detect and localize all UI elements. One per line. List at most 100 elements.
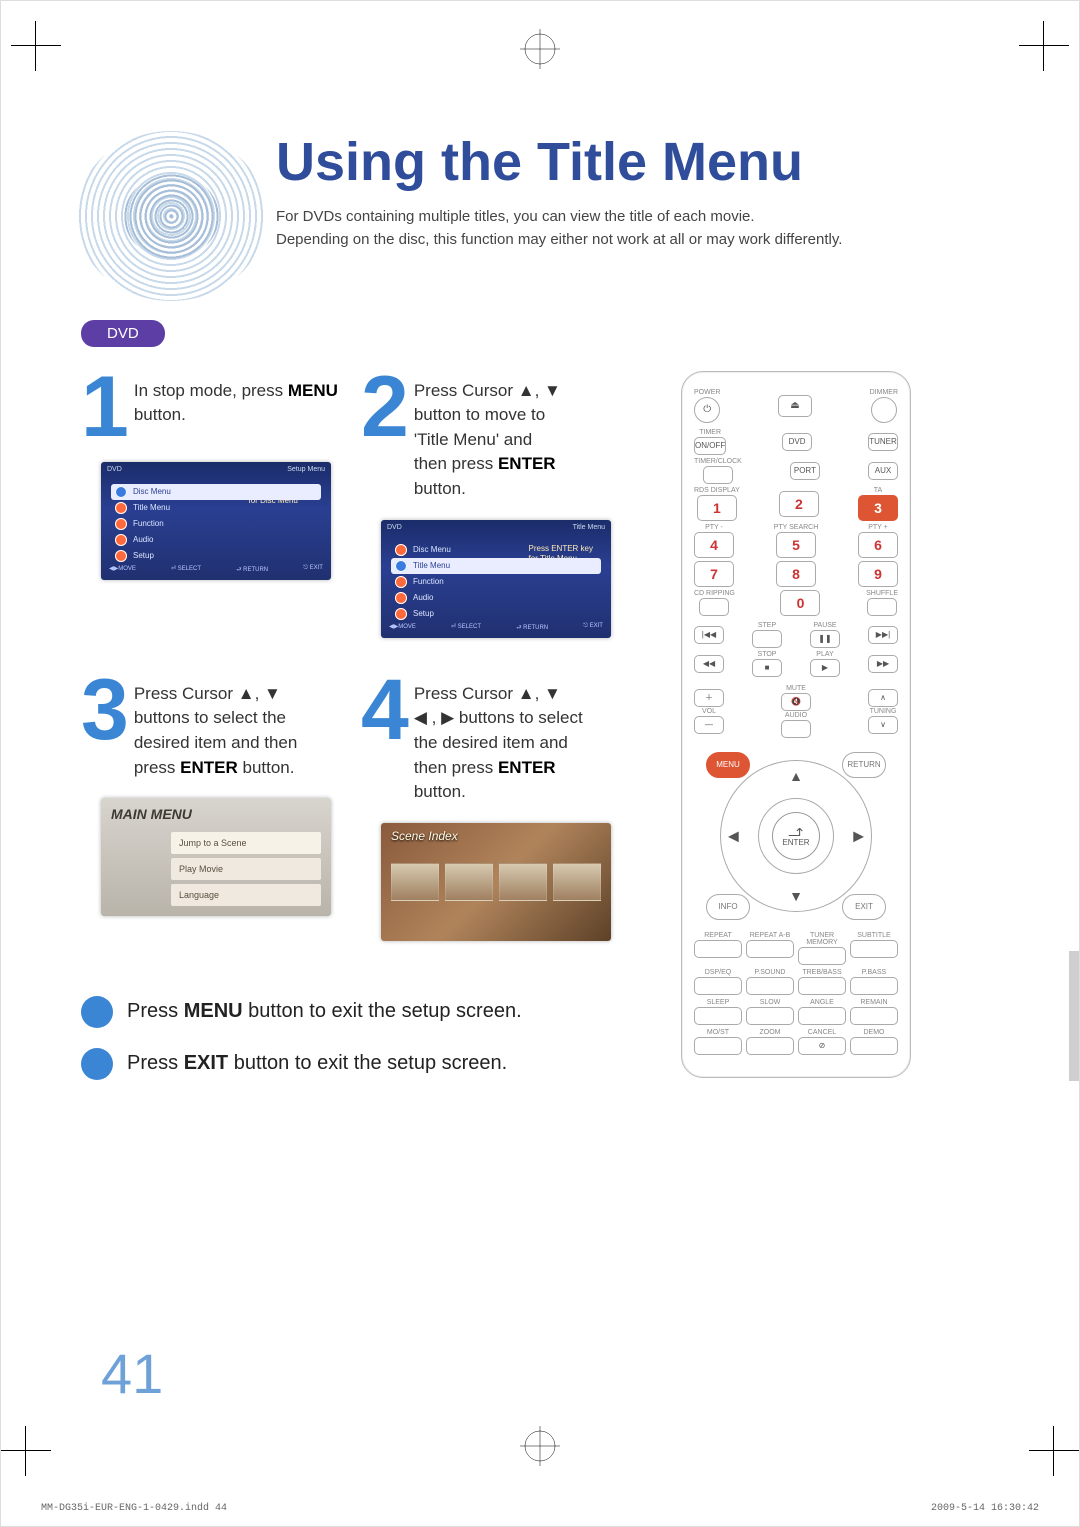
ptysearch-label: PTY SEARCH xyxy=(774,524,819,531)
s3-row-1: Play Movie xyxy=(171,858,321,880)
pause-label: PAUSE xyxy=(813,622,836,629)
s4t4: ENTER xyxy=(498,758,556,777)
shuffle-button[interactable] xyxy=(867,598,897,616)
power-label: POWER xyxy=(694,389,720,396)
play-label: PLAY xyxy=(816,651,833,658)
dimmer-button[interactable] xyxy=(871,397,897,423)
num-8[interactable]: 8 xyxy=(776,561,816,587)
remote-bottom-button[interactable] xyxy=(694,977,742,995)
remote-bottom-button[interactable] xyxy=(850,1007,898,1025)
remote-bottom-label: DEMO xyxy=(864,1029,885,1036)
remote-bottom-button[interactable] xyxy=(746,1007,794,1025)
num-9[interactable]: 9 xyxy=(858,561,898,587)
remote-bottom-button[interactable] xyxy=(798,977,846,995)
remote-bottom-button[interactable] xyxy=(694,940,742,958)
e2b: EXIT xyxy=(184,1052,228,1074)
pause-button[interactable]: ❚❚ xyxy=(810,630,840,648)
num-0[interactable]: 0 xyxy=(780,590,820,616)
step-label: STEP xyxy=(758,622,776,629)
s4t5: button. xyxy=(414,782,466,801)
num-2[interactable]: 2 xyxy=(779,491,819,517)
num-3[interactable]: 3 xyxy=(858,495,898,521)
audio-label: AUDIO xyxy=(785,712,807,719)
timerclock-button[interactable] xyxy=(703,466,733,484)
stop-button[interactable]: ■ xyxy=(752,659,782,677)
remote-bottom-button[interactable] xyxy=(850,1037,898,1055)
remote-control: POWER⏻ ⏏ DIMMER TIMERON/OFF DVD TUNER TI… xyxy=(681,371,911,1078)
step-4-text: Press Cursor ▲, ▼ ◀ , ▶ buttons to selec… xyxy=(414,674,583,805)
s1-item-3: Audio xyxy=(133,535,153,544)
remote-bottom-button[interactable] xyxy=(746,1037,794,1055)
prev-button[interactable]: |◀◀ xyxy=(694,626,724,644)
dvd-button[interactable]: DVD xyxy=(782,433,812,451)
tuning-down-button[interactable]: ∨ xyxy=(868,716,898,734)
tuner-button[interactable]: TUNER xyxy=(868,433,898,451)
next-button[interactable]: ▶▶| xyxy=(868,626,898,644)
remote-bottom-button[interactable] xyxy=(798,947,846,965)
audio-button[interactable] xyxy=(781,720,811,738)
tuning-up-button[interactable]: ∧ xyxy=(868,689,898,707)
bullet-icon xyxy=(81,1048,113,1080)
s1-f0: ◀▶MOVE xyxy=(109,565,136,575)
s3-title: MAIN MENU xyxy=(111,806,192,822)
step-3-text: Press Cursor ▲, ▼ buttons to select the … xyxy=(134,674,298,781)
onoff-button[interactable]: ON/OFF xyxy=(694,437,726,455)
info-button[interactable]: INFO xyxy=(706,894,750,920)
enter-label: ENTER xyxy=(782,838,809,847)
screenshot-2: DVDTitle Menu Press ENTER keyfor Title M… xyxy=(381,520,611,638)
exit-button[interactable]: EXIT xyxy=(842,894,886,920)
rew-button[interactable]: ◀◀ xyxy=(694,655,724,673)
page-number: 41 xyxy=(101,1341,163,1406)
s2t2: 'Title Menu' and xyxy=(414,430,532,449)
tuning-label: TUNING xyxy=(870,708,897,715)
mute-button[interactable]: 🔇 xyxy=(781,693,811,711)
cdrip-label: CD RIPPING xyxy=(694,590,735,597)
num-4[interactable]: 4 xyxy=(694,532,734,558)
remote-bottom-button[interactable]: ⊘ xyxy=(798,1037,846,1055)
step-1-post: button. xyxy=(134,405,186,424)
s2-bar-left: DVD xyxy=(387,524,402,531)
remote-bottom-button[interactable] xyxy=(798,1007,846,1025)
right-arrow[interactable]: ▶ xyxy=(853,827,864,844)
num-1[interactable]: 1 xyxy=(697,495,737,521)
s3-row-0: Jump to a Scene xyxy=(171,832,321,854)
s2t0: Press Cursor ▲, ▼ xyxy=(414,381,561,400)
remote-bottom-button[interactable] xyxy=(850,940,898,958)
s2-item-1: Title Menu xyxy=(413,561,450,570)
play-button[interactable]: ▶ xyxy=(810,659,840,677)
remote-bottom-button[interactable] xyxy=(850,977,898,995)
aux-button[interactable]: AUX xyxy=(868,462,898,480)
remote-bottom-button[interactable] xyxy=(746,977,794,995)
num-7[interactable]: 7 xyxy=(694,561,734,587)
power-button[interactable]: ⏻ xyxy=(694,397,720,423)
eject-button[interactable]: ⏏ xyxy=(778,395,812,417)
left-arrow[interactable]: ◀ xyxy=(728,827,739,844)
s4t2: the desired item and xyxy=(414,733,568,752)
return-button[interactable]: RETURN xyxy=(842,752,886,778)
remote-bottom-label: ZOOM xyxy=(760,1029,781,1036)
e2post: button to exit the setup screen. xyxy=(228,1052,507,1074)
vol-up-button[interactable]: ＋ xyxy=(694,689,724,707)
port-button[interactable]: PORT xyxy=(790,462,820,480)
step-2-number: 2 xyxy=(361,371,406,444)
ff-button[interactable]: ▶▶ xyxy=(868,655,898,673)
num-5[interactable]: 5 xyxy=(776,532,816,558)
num-6[interactable]: 6 xyxy=(858,532,898,558)
ptyminus-label: PTY - xyxy=(705,524,723,531)
enter-button[interactable]: ENTER xyxy=(772,812,820,860)
vol-down-button[interactable]: — xyxy=(694,716,724,734)
remote-bottom-label: ANGLE xyxy=(810,999,834,1006)
screenshot-3: MAIN MENU Jump to a Scene Play Movie Lan… xyxy=(101,798,331,916)
down-arrow[interactable]: ▼ xyxy=(789,888,803,904)
up-arrow[interactable]: ▲ xyxy=(789,768,803,784)
menu-button[interactable]: MENU xyxy=(706,752,750,778)
step-button[interactable] xyxy=(752,630,782,648)
remote-bottom-label: CANCEL xyxy=(808,1029,836,1036)
cdrip-button[interactable] xyxy=(699,598,729,616)
remote-bottom-button[interactable] xyxy=(694,1007,742,1025)
timer-label: TIMER xyxy=(699,429,721,436)
s3t4: ENTER xyxy=(180,758,238,777)
remote-bottom-button[interactable] xyxy=(746,940,794,958)
remote-bottom-button[interactable] xyxy=(694,1037,742,1055)
s1-bar-right: Setup Menu xyxy=(287,466,325,473)
